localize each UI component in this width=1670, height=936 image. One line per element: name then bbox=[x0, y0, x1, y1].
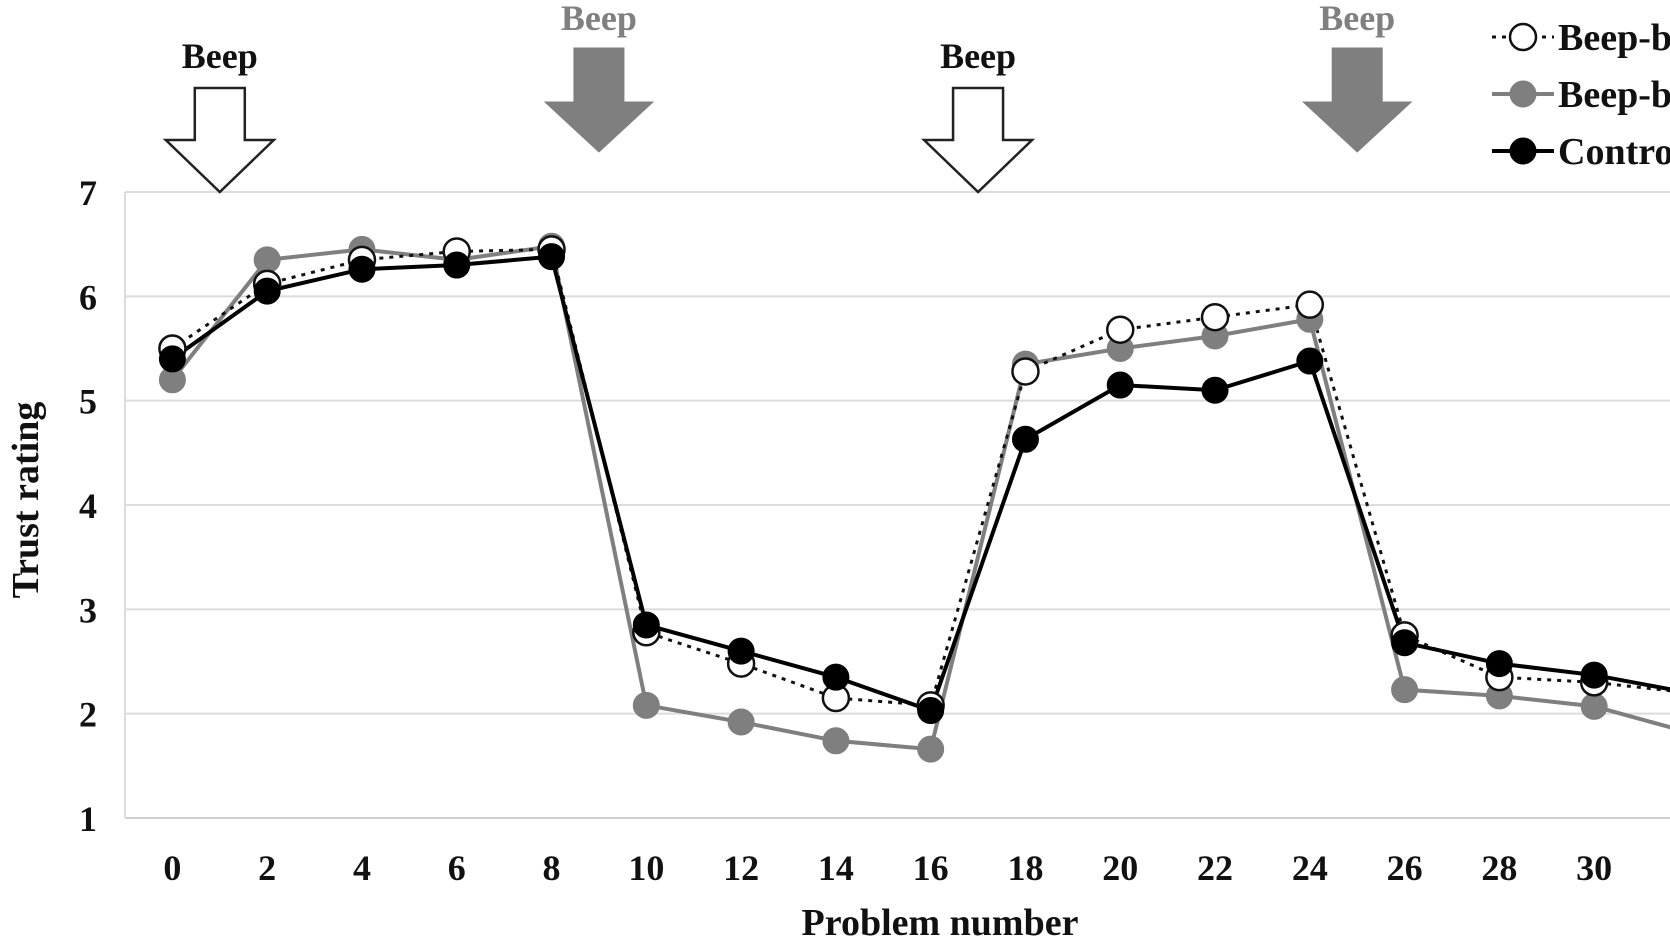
x-tick-label: 20 bbox=[1102, 848, 1138, 888]
data-point bbox=[253, 277, 281, 305]
beep-annotations: Beep Beep Beep Beep bbox=[162, 0, 1413, 194]
y-tick-label: 7 bbox=[79, 173, 97, 213]
y-tick-label: 3 bbox=[79, 590, 97, 630]
series-line bbox=[170, 244, 1670, 752]
x-tick-label: 18 bbox=[1007, 848, 1043, 888]
filled-arrow bbox=[543, 47, 655, 153]
data-point bbox=[1296, 347, 1324, 375]
data-point bbox=[1391, 676, 1419, 704]
x-tick-label: 2 bbox=[258, 848, 276, 888]
beep-label: Beep bbox=[940, 36, 1016, 76]
data-point bbox=[1106, 371, 1134, 399]
x-tick-label: 12 bbox=[723, 848, 759, 888]
data-point bbox=[1295, 290, 1325, 319]
y-axis-title: Trust rating bbox=[5, 402, 47, 599]
beep-label: Beep bbox=[182, 36, 258, 76]
outline-arrow bbox=[920, 86, 1036, 194]
y-tick-label: 1 bbox=[79, 799, 97, 839]
data-point bbox=[1580, 692, 1608, 720]
data-point bbox=[1391, 629, 1419, 657]
beep-label: Beep bbox=[561, 0, 637, 38]
data-point bbox=[1011, 357, 1040, 386]
data-point bbox=[538, 243, 566, 271]
series-line bbox=[171, 247, 1670, 707]
x-tick-label: 6 bbox=[448, 848, 466, 888]
legend-marker bbox=[1509, 80, 1537, 108]
x-tick-label: 10 bbox=[628, 848, 664, 888]
gridlines bbox=[124, 191, 1670, 819]
x-tick-label: 24 bbox=[1292, 848, 1328, 888]
data-point bbox=[727, 637, 755, 665]
data-point bbox=[727, 708, 755, 736]
data-point bbox=[1200, 302, 1230, 332]
data-point bbox=[632, 691, 660, 719]
data-point bbox=[1105, 315, 1135, 344]
data-point bbox=[158, 345, 186, 373]
legend-label: Beep-b bbox=[1558, 74, 1670, 116]
data-point bbox=[1011, 425, 1039, 453]
x-tick-label: 22 bbox=[1197, 848, 1233, 888]
x-tick-label: 28 bbox=[1481, 848, 1517, 888]
data-point bbox=[1485, 650, 1513, 678]
data-point bbox=[1201, 376, 1229, 404]
data-point bbox=[632, 611, 660, 639]
x-tick-label: 30 bbox=[1576, 848, 1612, 888]
data-point bbox=[348, 255, 376, 283]
x-tick-label: 0 bbox=[163, 848, 181, 888]
legend-label: Contro bbox=[1558, 131, 1670, 173]
x-tick-label: 16 bbox=[913, 848, 949, 888]
x-axis-title: Problem number bbox=[802, 902, 1079, 936]
filled-arrow bbox=[1301, 47, 1413, 153]
series-line bbox=[171, 254, 1670, 714]
y-tick-label: 4 bbox=[79, 486, 97, 526]
x-tick-label: 14 bbox=[818, 848, 854, 888]
beep-label: Beep bbox=[1319, 0, 1395, 38]
legend: Beep-b Beep-b Contro bbox=[1492, 17, 1670, 173]
data-point bbox=[253, 246, 281, 274]
data-point bbox=[822, 727, 850, 755]
x-tick-label: 26 bbox=[1387, 848, 1423, 888]
x-tick-label: 8 bbox=[543, 848, 561, 888]
legend-marker bbox=[1508, 22, 1538, 52]
data-point bbox=[1580, 661, 1608, 689]
y-tick-label: 6 bbox=[79, 277, 97, 317]
legend-label: Beep-b bbox=[1558, 17, 1670, 59]
data-point bbox=[917, 735, 945, 763]
x-tick-label: 4 bbox=[353, 848, 371, 888]
data-point bbox=[822, 663, 850, 691]
series-lines bbox=[158, 232, 1670, 763]
data-point bbox=[443, 251, 471, 279]
outline-arrow bbox=[162, 86, 277, 194]
data-point bbox=[917, 697, 945, 725]
y-tick-label: 2 bbox=[79, 695, 97, 735]
y-tick-label: 5 bbox=[79, 382, 97, 422]
legend-marker bbox=[1509, 137, 1537, 165]
